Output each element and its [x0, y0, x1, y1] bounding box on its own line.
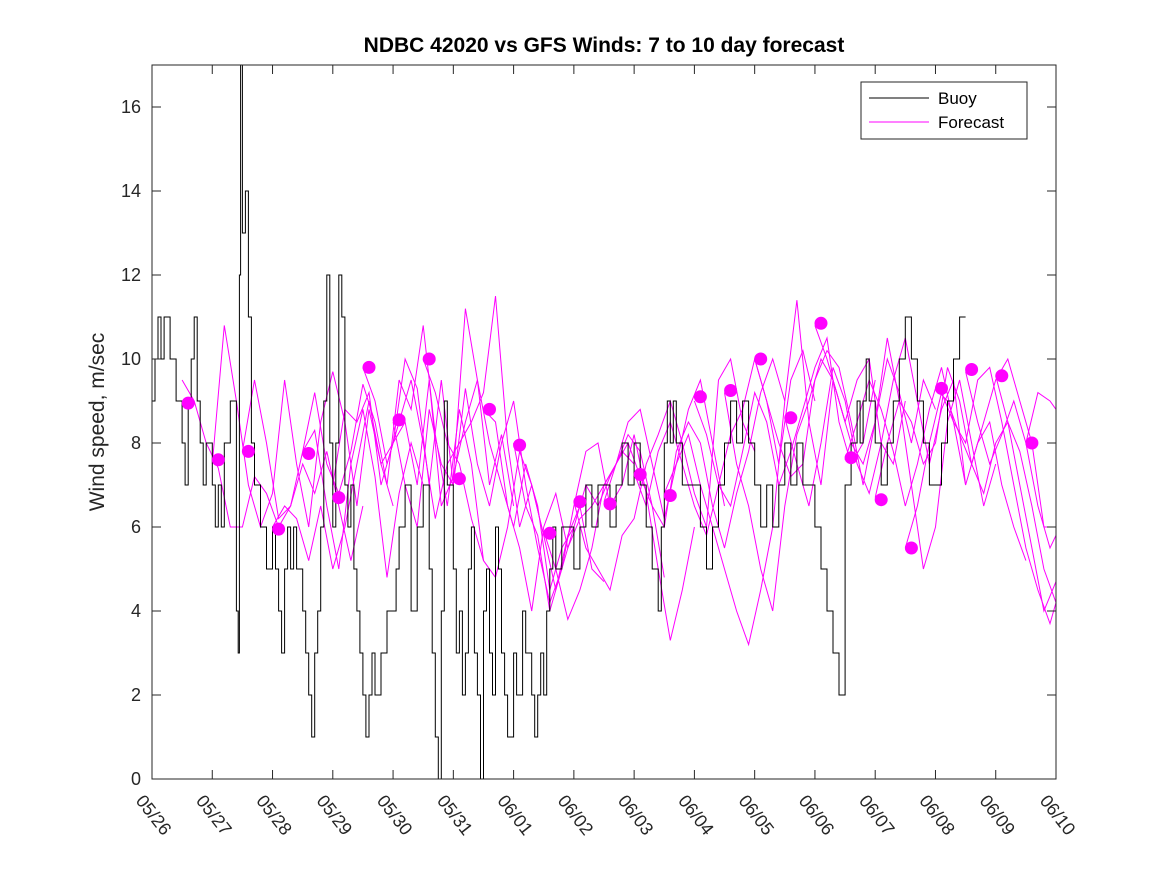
- y-tick-label-0: 0: [131, 769, 141, 789]
- forecast-marker-5: [332, 491, 346, 505]
- forecast-marker-9: [452, 472, 466, 486]
- forecast-marker-2: [241, 444, 255, 458]
- y-axis-label: Wind speed, m/sec: [86, 333, 109, 512]
- legend-buoy-label: Buoy: [938, 89, 977, 108]
- forecast-line-27: [995, 375, 1057, 603]
- forecast-line-24: [904, 366, 1057, 626]
- forecast-line-26: [965, 371, 1057, 550]
- forecast-marker-26: [965, 363, 979, 376]
- forecast-marker-23: [874, 493, 888, 507]
- y-tick-label-1: 2: [131, 685, 141, 705]
- forecast-marker-19: [754, 352, 768, 366]
- forecast-marker-8: [422, 352, 436, 366]
- forecast-marker-11: [513, 438, 527, 452]
- forecast-line-11: [513, 434, 695, 641]
- y-tick-label-2: 4: [131, 601, 141, 621]
- forecast-line-5: [332, 308, 515, 507]
- forecast-marker-21: [814, 316, 828, 330]
- forecast-line-23: [874, 367, 1057, 613]
- forecast-line-13: [573, 357, 756, 592]
- axes-box: [151, 64, 1057, 780]
- forecast-marker-20: [784, 411, 798, 425]
- forecast-marker-4: [302, 447, 316, 460]
- forecast-marker-18: [724, 384, 738, 397]
- forecast-line-8: [422, 358, 605, 591]
- forecast-line-1: [211, 325, 394, 529]
- forecast-marker-13: [573, 495, 587, 509]
- forecast-marker-1: [211, 453, 225, 467]
- forecast-marker-24: [904, 541, 918, 555]
- legend: Buoy Forecast: [860, 81, 1028, 140]
- legend-box: [860, 81, 1028, 140]
- forecast-marker-12: [543, 526, 557, 540]
- forecast-marker-15: [633, 468, 647, 481]
- forecast-marker-7: [392, 413, 406, 427]
- forecast-marker-17: [693, 390, 707, 404]
- forecast-marker-10: [483, 402, 496, 416]
- forecast-line-20: [784, 337, 967, 507]
- axes-background: [152, 65, 1056, 779]
- forecast-marker-25: [935, 381, 948, 395]
- forecast-marker-28: [1025, 436, 1039, 450]
- forecast-marker-3: [272, 522, 286, 536]
- y-tick-label-6: 12: [121, 265, 141, 285]
- y-tick-label-8: 16: [121, 97, 141, 117]
- forecast-marker-0: [181, 396, 195, 410]
- forecast-marker-22: [844, 451, 858, 465]
- y-tick-label-5: 10: [121, 349, 141, 369]
- forecast-line-2: [241, 379, 424, 578]
- forecast-marker-27: [995, 369, 1009, 383]
- forecast-markers-group: [181, 316, 1039, 555]
- y-tick-label-3: 6: [131, 517, 141, 537]
- forecast-line-21: [814, 325, 997, 570]
- forecast-marker-14: [603, 497, 617, 511]
- forecast-marker-16: [663, 489, 677, 502]
- forecast-line-16: [663, 300, 846, 647]
- forecast-marker-6: [362, 360, 376, 374]
- forecast-line-28: [1025, 391, 1057, 444]
- y-tick-label-4: 8: [131, 433, 141, 453]
- chart-title: NDBC 42020 vs GFS Winds: 7 to 10 day for…: [364, 34, 845, 57]
- legend-forecast-label: Forecast: [938, 113, 1004, 132]
- forecast-line-25: [935, 357, 1056, 528]
- y-tick-label-7: 14: [121, 181, 141, 201]
- y-axis-ticks: 0 2 4 6 8 10 12 14 16: [121, 97, 1056, 789]
